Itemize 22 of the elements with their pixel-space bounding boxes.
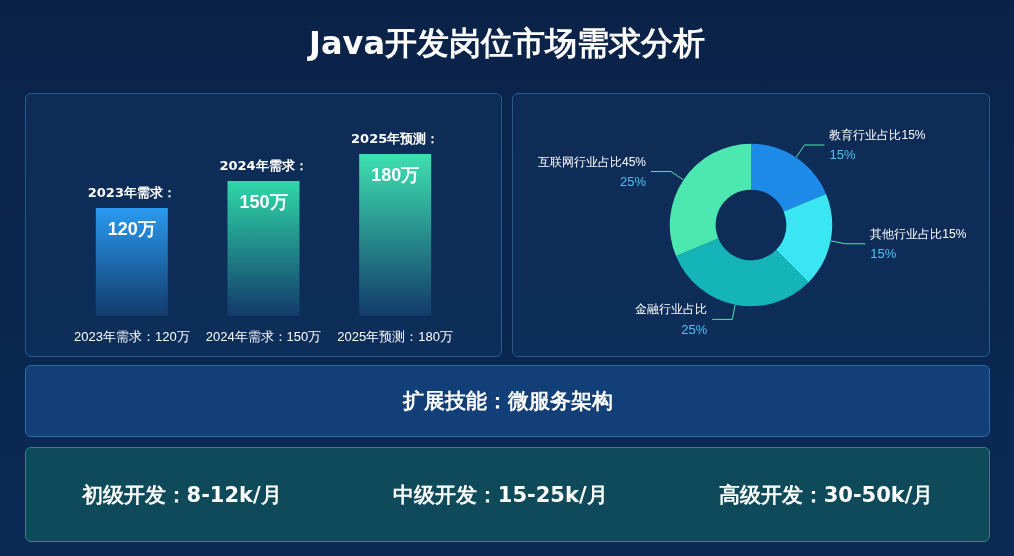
slice-label: 互联网行业占比45% bbox=[537, 154, 647, 169]
slice-label: 金融行业占比 bbox=[635, 302, 708, 317]
data-label: 120万 bbox=[107, 219, 156, 239]
text: 初级开发：8-12k/月 bbox=[81, 481, 282, 509]
annotation: 2023年需求： bbox=[87, 185, 176, 200]
slice-label: 教育行业占比15% bbox=[829, 128, 926, 142]
annotation: 2024年需求： bbox=[219, 158, 308, 173]
data-label: 180万 bbox=[371, 165, 420, 185]
slice-label: 其他行业占比15% bbox=[870, 226, 967, 241]
text: 高级开发：30-50k/月 bbox=[718, 481, 934, 509]
text: 2025年预测： bbox=[351, 131, 440, 146]
x-tick-label: 2024年需求：150万 bbox=[205, 329, 322, 344]
chart-title: Java开发岗位市场需求分析 bbox=[306, 23, 706, 64]
data-label: 150万 bbox=[239, 192, 288, 212]
data-label: 25% bbox=[619, 174, 647, 190]
text: 扩展技能：微服务架构 bbox=[402, 388, 613, 415]
x-tick-label: 2023年需求：120万 bbox=[74, 329, 190, 344]
data-label: 15% bbox=[829, 147, 856, 163]
text: 中级开发：15-25k/月 bbox=[392, 481, 608, 509]
x-tick-label: 2025年预测：180万 bbox=[337, 329, 453, 344]
data-label: 15% bbox=[870, 246, 897, 262]
data-label: 25% bbox=[681, 321, 708, 337]
